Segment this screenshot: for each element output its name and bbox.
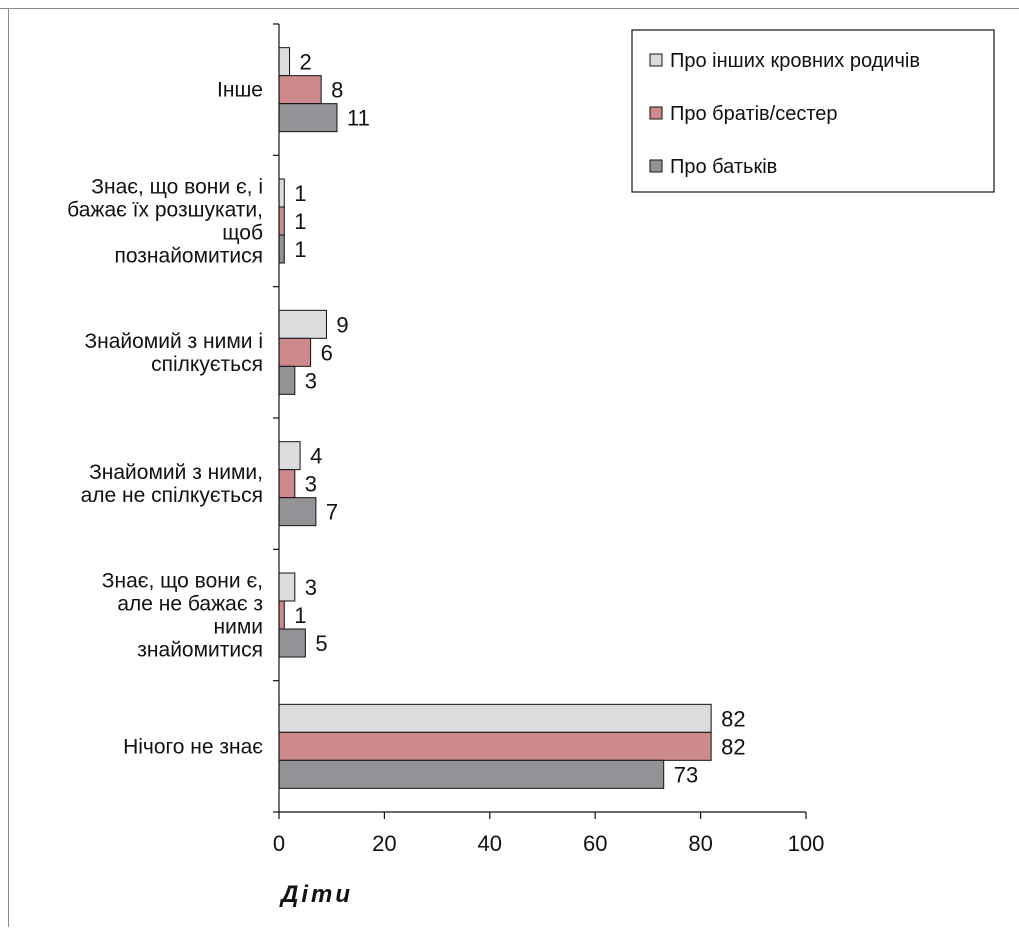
bar-3-4 [278, 497, 317, 527]
category-label: спілкується [151, 353, 263, 376]
legend-label: Про батьків [670, 156, 777, 178]
bar-2-4 [278, 469, 296, 499]
data-label: 11 [347, 106, 370, 131]
data-label: 3 [305, 368, 317, 393]
bar-3-6 [278, 759, 665, 789]
data-label: 1 [294, 209, 306, 234]
category-label: Знайомий з ними і [84, 330, 263, 353]
data-label: 73 [674, 762, 698, 787]
bar-2-6 [278, 731, 712, 761]
bar-1-3 [278, 309, 327, 339]
x-tick-label: 40 [478, 831, 502, 856]
data-label: 2 [300, 50, 312, 75]
legend-box [631, 29, 995, 193]
legend-swatch [649, 159, 663, 173]
bar-1-5 [278, 572, 296, 602]
data-label: 3 [305, 575, 317, 600]
category-label: Нічого не знає [123, 735, 263, 758]
category-label: знайомитися [137, 639, 263, 662]
bar-1-2 [278, 178, 285, 208]
category-label: Знає, що вони є, [102, 570, 263, 593]
x-tick-label: 80 [688, 831, 712, 856]
data-label: 4 [310, 444, 322, 469]
data-label: 1 [294, 603, 306, 628]
legend-label: Про братів/сестер [670, 103, 838, 125]
data-label: 9 [336, 312, 348, 337]
bar-2-2 [278, 206, 285, 236]
data-label: 8 [331, 78, 343, 103]
category-label: щоб [222, 222, 263, 245]
x-tick-label: 100 [788, 831, 825, 856]
category-label: але не бажає з [117, 593, 263, 616]
category-label: познайомитися [114, 245, 263, 268]
legend-label: Про інших кровних родичів [670, 50, 920, 72]
category-label: Знайомий з ними, [89, 461, 263, 484]
data-label: 6 [321, 340, 333, 365]
data-label: 7 [326, 500, 338, 525]
bar-2-5 [278, 600, 285, 630]
bar-3-5 [278, 628, 306, 658]
x-axis-title: Діти [279, 881, 353, 908]
category-label: Знає, що вони є, і [91, 176, 263, 199]
bar-2-3 [278, 337, 312, 367]
category-label: але не спілкується [81, 484, 263, 507]
legend-swatch [649, 106, 663, 120]
data-label: 1 [294, 237, 306, 262]
x-tick-label: 0 [273, 831, 285, 856]
x-tick-label: 20 [372, 831, 396, 856]
bar-1-4 [278, 441, 301, 471]
bar-1-6 [278, 703, 712, 733]
category-label: ними [214, 616, 264, 639]
data-label: 3 [305, 472, 317, 497]
x-tick-label: 60 [583, 831, 607, 856]
bar-2-1 [278, 75, 322, 105]
data-label: 1 [294, 181, 306, 206]
category-label: бажає їх розшукати, [67, 199, 263, 222]
data-label: 82 [721, 734, 745, 759]
legend-swatch [649, 53, 663, 67]
bar-3-3 [278, 365, 296, 395]
data-label: 82 [721, 706, 745, 731]
bar-1-1 [278, 47, 291, 77]
legend: Про інших кровних родичів Про братів/сест… [631, 29, 995, 193]
bar-3-1 [278, 103, 338, 133]
category-label: Інше [217, 79, 263, 102]
data-label: 5 [315, 631, 327, 656]
bar-3-2 [278, 234, 285, 264]
